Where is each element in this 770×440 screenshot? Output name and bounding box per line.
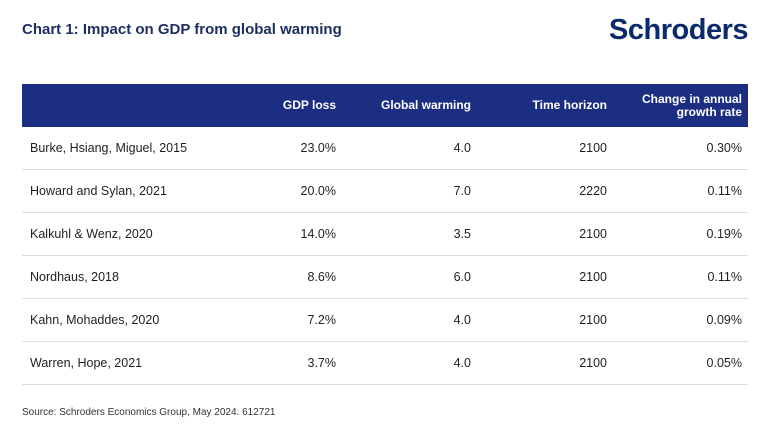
chart-title: Chart 1: Impact on GDP from global warmi… <box>22 21 342 38</box>
cell-time-horizon: 2100 <box>477 255 613 299</box>
cell-time-horizon: 2100 <box>477 341 613 385</box>
cell-study: Burke, Hsiang, Miguel, 2015 <box>22 127 258 170</box>
cell-global-warming: 4.0 <box>342 127 477 170</box>
header-cell-study <box>22 84 258 127</box>
cell-time-horizon: 2220 <box>477 169 613 213</box>
header-cell-growth-rate: Change in annual growth rate <box>641 91 742 119</box>
cell-time-horizon: 2100 <box>477 298 613 342</box>
header-cell-gdp-loss: GDP loss <box>282 98 336 112</box>
cell-study: Kalkuhl & Wenz, 2020 <box>22 212 258 256</box>
cell-global-warming: 3.5 <box>342 212 477 256</box>
source-note: Source: Schroders Economics Group, May 2… <box>22 407 276 418</box>
header-cell-time-horizon: Time horizon <box>532 98 607 112</box>
header-cell-global-warming: Global warming <box>380 98 471 112</box>
cell-global-warming: 4.0 <box>342 298 477 342</box>
cell-study: Warren, Hope, 2021 <box>22 341 258 385</box>
table-row: Howard and Sylan, 2021 20.0% 7.0 2220 0.… <box>22 169 748 213</box>
cell-growth-rate: 0.11% <box>613 169 748 213</box>
cell-study: Howard and Sylan, 2021 <box>22 169 258 213</box>
header-cell-growth-rate-wrap: Change in annual growth rate <box>613 84 748 127</box>
data-table: GDP loss Global warming Time horizon Cha… <box>22 84 748 385</box>
cell-gdp-loss: 20.0% <box>258 169 342 213</box>
table-header-row: GDP loss Global warming Time horizon Cha… <box>22 84 748 127</box>
cell-growth-rate: 0.05% <box>613 341 748 385</box>
table-row: Warren, Hope, 2021 3.7% 4.0 2100 0.05% <box>22 341 748 385</box>
cell-growth-rate: 0.19% <box>613 212 748 256</box>
cell-global-warming: 7.0 <box>342 169 477 213</box>
table-row: Burke, Hsiang, Miguel, 2015 23.0% 4.0 21… <box>22 127 748 170</box>
cell-global-warming: 4.0 <box>342 341 477 385</box>
cell-gdp-loss: 8.6% <box>258 255 342 299</box>
table-row: Kalkuhl & Wenz, 2020 14.0% 3.5 2100 0.19… <box>22 212 748 256</box>
cell-gdp-loss: 7.2% <box>258 298 342 342</box>
table-row: Nordhaus, 2018 8.6% 6.0 2100 0.11% <box>22 255 748 299</box>
cell-time-horizon: 2100 <box>477 212 613 256</box>
cell-gdp-loss: 23.0% <box>258 127 342 170</box>
cell-time-horizon: 2100 <box>477 127 613 170</box>
cell-study: Kahn, Mohaddes, 2020 <box>22 298 258 342</box>
cell-gdp-loss: 3.7% <box>258 341 342 385</box>
cell-gdp-loss: 14.0% <box>258 212 342 256</box>
cell-growth-rate: 0.09% <box>613 298 748 342</box>
cell-global-warming: 6.0 <box>342 255 477 299</box>
cell-study: Nordhaus, 2018 <box>22 255 258 299</box>
table-row: Kahn, Mohaddes, 2020 7.2% 4.0 2100 0.09% <box>22 298 748 342</box>
cell-growth-rate: 0.30% <box>613 127 748 170</box>
schroders-logo: Schroders <box>609 14 748 46</box>
cell-growth-rate: 0.11% <box>613 255 748 299</box>
